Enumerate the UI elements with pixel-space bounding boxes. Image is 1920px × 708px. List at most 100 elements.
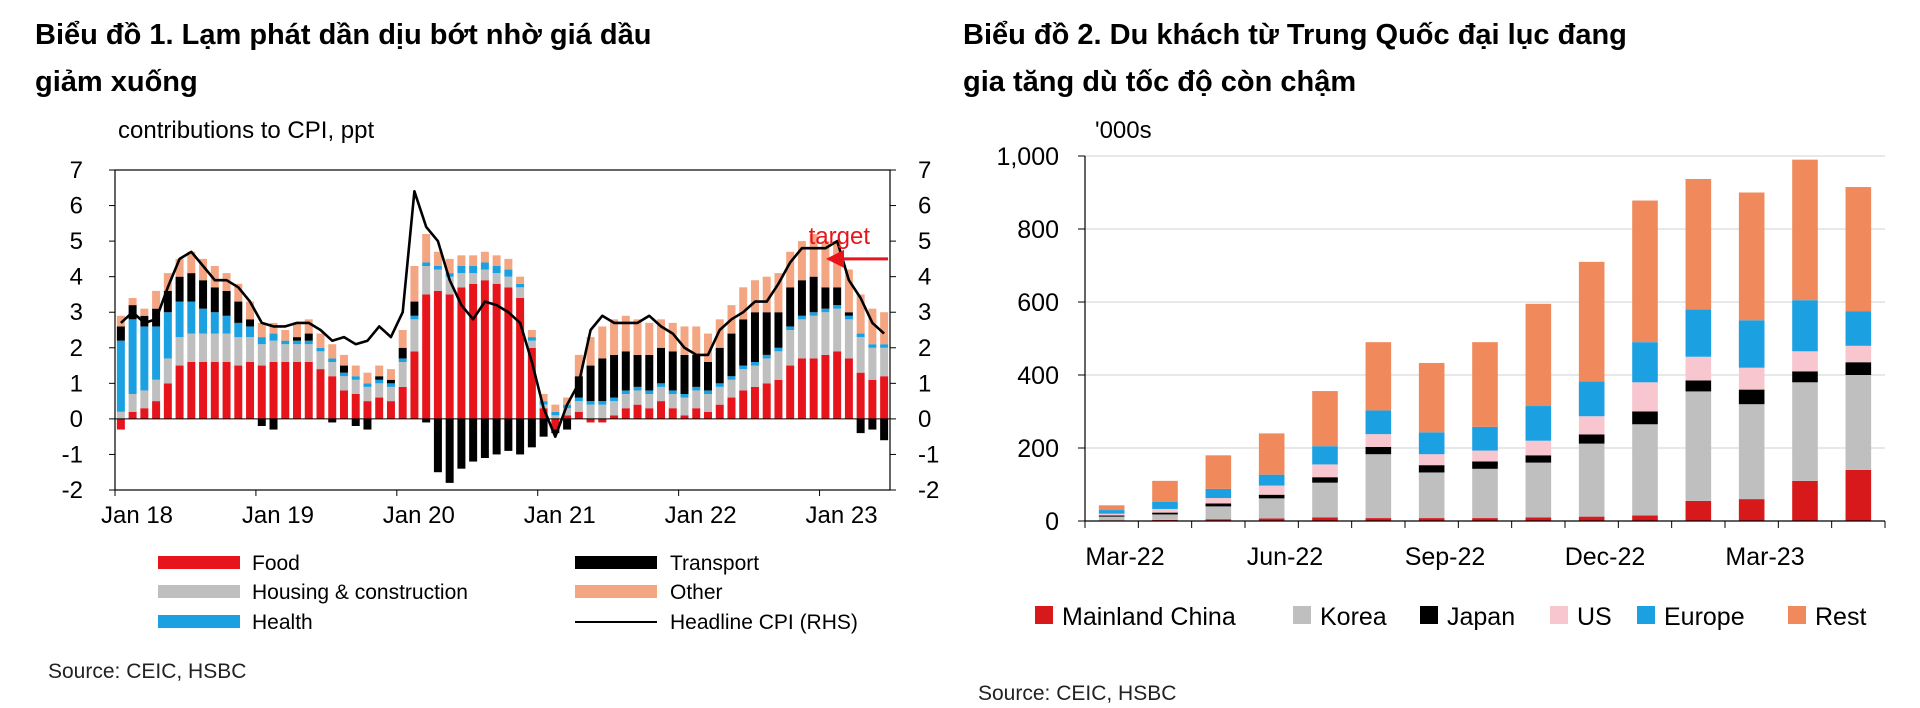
chart1-bar-other bbox=[574, 354, 583, 377]
chart1-bar-other bbox=[163, 273, 172, 291]
chart1-bar-health bbox=[175, 301, 184, 338]
chart1-bar-other bbox=[621, 315, 630, 352]
chart1-bar-housing-construction bbox=[645, 394, 654, 409]
chart1-bar-food bbox=[680, 415, 689, 419]
chart1-bar-health bbox=[704, 390, 712, 394]
chart1-bar-other bbox=[868, 308, 877, 345]
chart1-bar-food bbox=[199, 362, 208, 419]
chart1-bar-transport bbox=[668, 351, 677, 391]
chart1-bar-housing-construction bbox=[234, 337, 243, 366]
chart1-y-tick-label: 3 bbox=[70, 299, 83, 326]
chart2-source: Source: CEIC, HSBC bbox=[978, 682, 1176, 705]
chart1-bar-health bbox=[140, 326, 149, 391]
chart1-bar-housing-construction bbox=[809, 315, 818, 359]
chart1-headline-cpi-line bbox=[120, 190, 885, 439]
chart1-bar-other bbox=[563, 397, 572, 405]
chart1-bar-other bbox=[797, 241, 806, 281]
chart2-x-tick-label: Dec-22 bbox=[1565, 543, 1646, 571]
chart1-rhs-tick-label: -1 bbox=[918, 441, 939, 468]
chart2-bar-japan bbox=[1738, 389, 1765, 405]
chart1-bar-transport bbox=[527, 418, 536, 448]
chart1-bar-housing-construction bbox=[610, 401, 619, 416]
chart1-y-tick-label: 5 bbox=[70, 228, 83, 255]
chart1-bar-housing-construction bbox=[304, 344, 313, 362]
chart1-bar-health bbox=[339, 372, 348, 377]
chart1-bar-health bbox=[504, 269, 513, 277]
chart1-bar-health bbox=[469, 266, 478, 274]
chart1-bar-housing-construction bbox=[868, 347, 877, 380]
chart2-bar-europe bbox=[1312, 446, 1338, 465]
chart1-bar-health bbox=[786, 326, 795, 330]
chart2-bar-us bbox=[1685, 356, 1712, 381]
chart1-bar-health bbox=[680, 394, 689, 398]
chart1-bar-food bbox=[469, 283, 478, 419]
chart1-bar-housing-construction bbox=[293, 344, 301, 362]
legend-swatch-rest bbox=[1788, 606, 1806, 624]
chart2-bar-japan bbox=[1258, 494, 1285, 499]
chart1-bar-food bbox=[140, 408, 149, 419]
chart1-bar-food bbox=[809, 358, 818, 419]
chart1-bar-other bbox=[210, 266, 219, 288]
chart1-bar-health bbox=[422, 262, 431, 266]
chart1-bar-housing-construction bbox=[351, 379, 360, 394]
chart1-bar-transport bbox=[586, 365, 595, 402]
chart1-bar-health bbox=[880, 344, 889, 348]
chart1-bar-housing-construction bbox=[833, 308, 842, 352]
chart1-bar-housing-construction bbox=[621, 394, 630, 409]
chart1-bar-health bbox=[633, 386, 642, 391]
chart2-bar-korea bbox=[1578, 443, 1605, 517]
chart1-bar-transport bbox=[680, 354, 689, 394]
chart1-bar-food bbox=[574, 411, 583, 419]
chart2-bar-korea bbox=[1258, 498, 1285, 519]
chart1-bar-other bbox=[516, 276, 525, 284]
chart2-bar-europe bbox=[1578, 381, 1605, 417]
chart1-bar-health bbox=[739, 365, 748, 370]
chart1-bar-food bbox=[375, 397, 384, 419]
chart1-bar-housing-construction bbox=[116, 411, 125, 419]
chart1-bar-other bbox=[750, 280, 759, 313]
chart1-bar-food bbox=[339, 390, 348, 419]
chart1-bar-food bbox=[363, 401, 372, 419]
chart1-bar-housing-construction bbox=[175, 337, 184, 366]
chart1-bar-food bbox=[222, 362, 231, 419]
chart1-bar-health bbox=[281, 340, 290, 345]
chart2-bar-rest bbox=[1845, 187, 1872, 312]
chart1-bar-housing-construction bbox=[140, 390, 149, 409]
chart1-bar-transport bbox=[610, 354, 619, 398]
chart1-bar-food bbox=[750, 386, 759, 419]
chart1-bar-other bbox=[140, 308, 149, 316]
chart1-bar-health bbox=[128, 319, 137, 394]
chart1-bar-health bbox=[750, 362, 759, 366]
chart1-bar-other bbox=[492, 255, 501, 266]
chart1-bar-transport bbox=[633, 354, 642, 387]
chart1-bar-food bbox=[422, 294, 431, 419]
chart2-bar-rest bbox=[1685, 178, 1712, 310]
chart2-bar-korea bbox=[1152, 514, 1178, 520]
chart2-bar-us bbox=[1472, 450, 1498, 462]
chart1-bar-health bbox=[351, 376, 360, 380]
chart1-bar-other bbox=[199, 258, 208, 281]
chart1-bar-other bbox=[821, 241, 830, 288]
chart1-bar-health bbox=[657, 383, 666, 387]
chart1-bar-other bbox=[304, 319, 313, 334]
chart1-bar-housing-construction bbox=[797, 319, 806, 359]
chart1-bar-other bbox=[351, 365, 360, 377]
chart2-bar-us bbox=[1792, 351, 1818, 372]
chart1-bar-health bbox=[762, 354, 771, 359]
chart2-bar-japan bbox=[1312, 477, 1338, 483]
chart2-bar-korea bbox=[1205, 506, 1232, 520]
chart1-bar-housing-construction bbox=[339, 376, 348, 391]
chart1-bar-food bbox=[821, 354, 830, 419]
chart1-bar-transport bbox=[797, 280, 806, 316]
chart1-bar-food bbox=[797, 358, 806, 419]
chart1-bar-food bbox=[856, 372, 865, 419]
chart2-bar-us bbox=[1205, 498, 1232, 504]
chart1-bar-health bbox=[539, 401, 548, 405]
chart1-bar-food bbox=[668, 408, 677, 419]
chart1-bar-transport bbox=[774, 312, 783, 348]
chart1-x-tick-label: Jan 21 bbox=[524, 502, 596, 529]
chart1-bar-health bbox=[116, 340, 125, 412]
chart1-bar-transport bbox=[293, 337, 301, 341]
chart2-bar-rest bbox=[1472, 342, 1498, 427]
chart1-bar-health bbox=[492, 266, 501, 274]
